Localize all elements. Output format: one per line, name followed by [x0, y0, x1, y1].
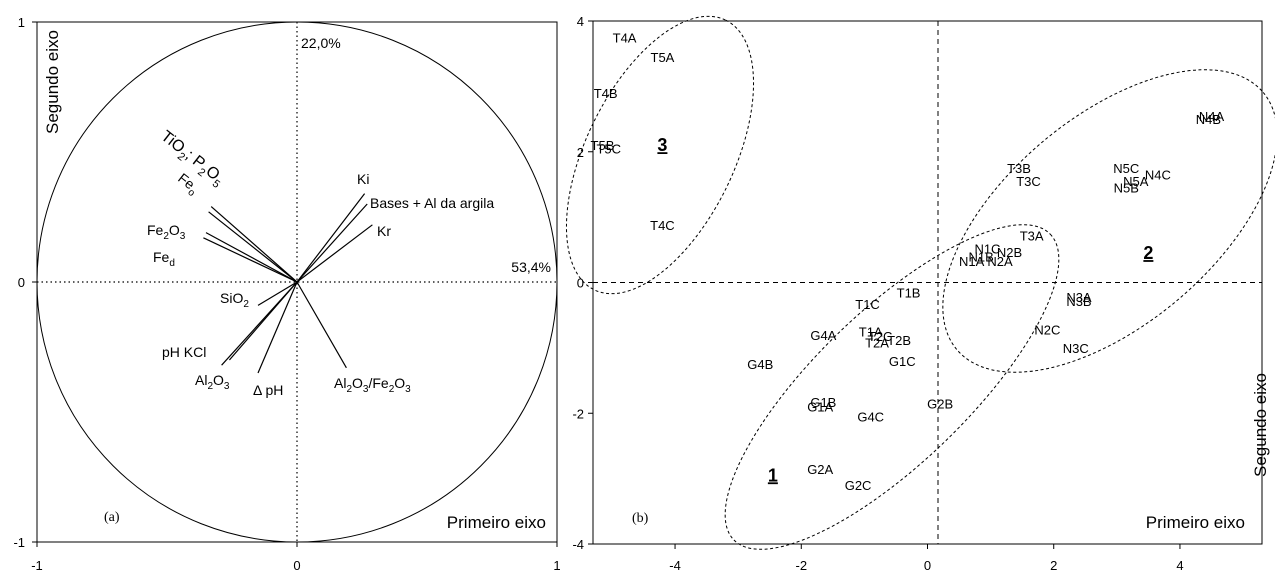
sample-point-label: G4B	[747, 357, 773, 372]
axis2-variance-label: 22,0%	[301, 35, 341, 51]
vector-label-sio2: SiO2	[220, 290, 249, 310]
group-2-ellipse	[942, 69, 1275, 373]
panel-b-xtick-label: 4	[1176, 558, 1183, 572]
panel-b-ytick-label: 0	[577, 276, 584, 291]
axis1-variance-label: 53,4%	[511, 259, 551, 275]
panel-b-ytick-label: 4	[577, 14, 584, 29]
sample-point-label: T5C	[596, 141, 621, 156]
group-labels: 3 1 2	[657, 135, 1153, 485]
panel-b-xtick-label: 2	[1050, 558, 1057, 572]
group-label-1: 1	[768, 465, 778, 485]
sample-point-label: N3C	[1063, 341, 1089, 356]
sample-point-label: G2C	[845, 478, 872, 493]
sample-point-label: N1C	[974, 242, 1000, 257]
sample-point-label: N1A	[959, 254, 985, 269]
panel-a-xtick-label: 1	[553, 558, 560, 572]
vector-label-al2o3: Al2O3	[195, 372, 230, 392]
vector-fed	[203, 237, 298, 283]
sample-point-label: G1C	[889, 354, 916, 369]
panel-b-label: (b)	[632, 511, 649, 526]
panel-b-xlabel: Primeiro eixo	[1146, 513, 1245, 532]
sample-point-label: N5B	[1114, 181, 1139, 196]
panel-b-ytick-label: -4	[572, 537, 584, 552]
panel-a-ytick-label: 0	[18, 275, 25, 290]
vector-label-delta-ph: Δ pH	[253, 382, 283, 398]
group-label-2: 2	[1143, 243, 1153, 263]
sample-point-label: G1B	[810, 395, 836, 410]
group-label-3: 3	[657, 135, 667, 155]
panel-a-xtick-label: -1	[31, 558, 43, 572]
sample-point-label: N4A	[1199, 109, 1225, 124]
sample-point-label: T3B	[1007, 161, 1031, 176]
panel-b-axes: -4 -2 0 2 4 -4 -2 0 2 4	[572, 14, 1183, 572]
sample-point-label: N2B	[997, 245, 1022, 260]
sample-point-label: T3C	[1016, 174, 1041, 189]
panel-b-xtick-label: 0	[924, 558, 931, 572]
sample-point-label: T4B	[594, 86, 618, 101]
sample-point-label: N4C	[1145, 168, 1171, 183]
vector-label-bases: Bases + Al da argila	[370, 195, 494, 211]
sample-point-label: N3A	[1066, 290, 1092, 305]
vector-ki	[296, 193, 366, 283]
sample-point-label: T1B	[897, 285, 921, 300]
vector-label-ki: Ki	[357, 171, 369, 187]
group-3-ellipse	[565, 15, 755, 295]
sample-point-label: T2A	[865, 336, 889, 351]
panel-b-ytick-label: -2	[572, 406, 584, 421]
sample-point-label: G2A	[807, 462, 833, 477]
vector-label-fe2o3: Fe2O3	[147, 222, 186, 242]
vector-alfe	[296, 281, 347, 369]
sample-point-label: T1C	[855, 297, 880, 312]
panel-a-ytick-label: 1	[18, 15, 25, 30]
sample-point-label: T2C	[868, 329, 893, 344]
vector-label-ph-kcl: pH KCl	[162, 344, 206, 360]
sample-point-label: T4A	[613, 30, 637, 45]
sample-point-label: N5C	[1113, 161, 1139, 176]
panel-a-xlabel: Primeiro eixo	[447, 513, 546, 532]
sample-point-label: G2B	[927, 396, 953, 411]
group-1-ellipse	[724, 224, 1060, 550]
vector-kr	[296, 224, 373, 283]
panel-b-ylabel: Segundo eixo	[1251, 373, 1270, 477]
vector-feo	[208, 211, 298, 283]
sample-point-label: N5A	[1123, 174, 1149, 189]
sample-point-label: N2A	[987, 254, 1013, 269]
sample-point-label: N1B	[968, 249, 993, 264]
sample-point-label: T1A	[859, 325, 883, 340]
vector-tio2	[210, 206, 298, 283]
panel-b-xtick-label: -4	[669, 558, 681, 572]
correlation-circle-panel: -1 0 1 -1 0 1 22,0% 53,4% Segundo eixo P…	[13, 15, 560, 572]
sample-point-label: T3A	[1020, 228, 1044, 243]
sample-point-label: T4C	[650, 218, 675, 233]
vector-label-al2o3-fe2o3: Al2O3/Fe2O3	[334, 375, 411, 395]
vector-al2o3	[221, 281, 298, 366]
sample-point-label: T2B	[887, 333, 911, 348]
sample-point-label: N3B	[1066, 294, 1091, 309]
panel-a-ylabel: Segundo eixo	[43, 30, 62, 134]
sample-point-label: N4B	[1196, 112, 1221, 127]
vector-label-fed: Fed	[153, 249, 175, 269]
sample-point-label: T5A	[651, 50, 675, 65]
sample-point-label: G4C	[857, 410, 884, 425]
panel-b-xtick-label: -2	[795, 558, 807, 572]
vector-dph	[257, 281, 298, 374]
vector-bases	[296, 203, 368, 283]
vector-fe2o3	[205, 232, 298, 283]
vector-sio2	[257, 281, 298, 306]
sample-point-label: G1A	[807, 400, 833, 415]
panel-b-ytick-label: 2	[577, 145, 584, 160]
vector-label-kr: Kr	[377, 223, 391, 239]
panel-a-xtick-label: 0	[293, 558, 300, 572]
sample-point-label: T5B	[591, 138, 615, 153]
sample-point-label: G4A	[810, 328, 836, 343]
loading-vectors	[203, 193, 373, 374]
panel-a-ytick-label: -1	[13, 535, 25, 550]
panel-a-label: (a)	[104, 510, 120, 525]
sample-point-label: N2C	[1034, 323, 1060, 338]
